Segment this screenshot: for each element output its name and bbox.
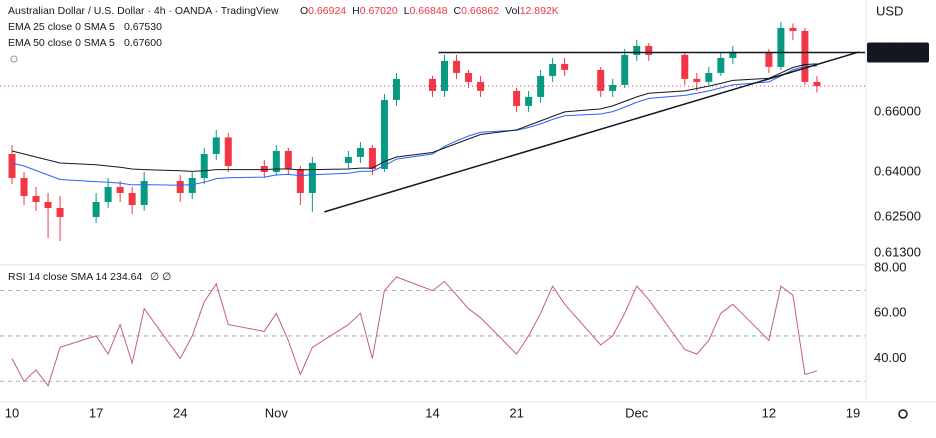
candle-body [224,137,232,166]
x-tick-label: 21 [509,405,523,420]
candle-body [477,81,485,91]
ohlc-name: O [300,5,308,17]
candle-body [380,99,388,169]
candle-body [513,90,521,106]
x-tick-label: 14 [425,405,439,420]
candle-body [705,72,713,82]
candle-body [296,168,304,193]
candle-body [104,186,112,202]
rsi-tick-label: 40.00 [874,350,907,365]
candle-body [537,75,545,97]
y-tick-label: 0.61300 [874,244,921,259]
candle-body [212,137,220,154]
candle-body [429,78,436,91]
x-tick-label: 17 [89,405,103,420]
candle-body [729,51,737,58]
candle-body [8,153,16,178]
ohlc-name: L [404,5,410,17]
ohlc-legend: O0.66924 H0.67020 L0.66848 C0.66862 Vol12.89… [300,5,559,17]
rsi-tick-label: 60.00 [874,305,907,320]
candle-body [633,45,641,55]
legend-value: 0.67600 [124,37,162,49]
candle-body [176,180,184,193]
candle-body [681,54,689,79]
candle-body [272,150,280,172]
ohlc-name: H [352,5,360,17]
candle-body [621,54,629,85]
candle-body [561,63,569,70]
legend-name: EMA 25 close 0 SMA 5 [8,21,115,33]
resistance-label-box [867,42,929,63]
candle-body [284,150,292,169]
candle-body [693,78,701,82]
candle-body [765,51,773,67]
legend-value: 0.67530 [124,21,162,33]
candle-body [789,27,797,31]
candle-body [116,186,124,193]
x-tick-label: 19 [846,405,860,420]
y-tick-label: 0.66000 [874,103,921,118]
candle-body [368,147,376,169]
y-tick-label: 0.62500 [874,208,921,223]
x-tick-label: 10 [5,405,19,420]
candle-body [308,162,316,193]
rsi-extra: ∅ ∅ [150,271,171,283]
ohlc-value: 0.66924 [308,5,346,17]
candle-body [32,195,40,202]
rsi-tick-label: 80.00 [874,259,907,274]
y-tick-label: 0.64000 [874,163,921,178]
candle-body [356,147,364,157]
resistance-label: 0.67980 [875,44,922,59]
series-line [11,63,817,172]
candle-body [813,81,821,87]
candle-body [549,63,557,76]
candle-body [200,153,208,178]
candle-body [20,177,28,196]
rsi-legend: RSI 14 close SMA 14 2 [8,271,116,283]
candle-body [441,60,449,91]
currency-label: USD [876,3,903,18]
candle-body [717,57,725,73]
candle-body [140,180,148,205]
series-line [11,276,818,387]
candle-body [44,201,52,208]
legend-toggle[interactable] [10,55,18,63]
candle-body [801,30,809,82]
rsi-value: 34.64 [116,271,142,283]
candle-body [188,177,196,193]
ohlc-value: 12.892K [520,5,559,17]
x-tick-label: Nov [265,405,289,420]
ohlc-name: Vol [505,5,520,17]
ohlc-value: 0.66848 [410,5,448,17]
candle-body [392,78,400,100]
candle-body [609,84,617,91]
x-tick-label: 12 [762,405,776,420]
candle-body [260,165,268,172]
legend-name: EMA 50 close 0 SMA 5 [8,37,115,49]
candle-body [777,27,785,67]
ohlc-name: C [454,5,462,17]
trendline [324,51,860,213]
candle-body [92,201,100,217]
candle-body [597,69,605,91]
candle-body [645,45,653,55]
symbol-title: Australian Dollar / U.S. Dollar · 4h · O… [8,5,279,17]
candle-body [453,60,461,73]
ohlc-value: 0.67020 [360,5,398,17]
candle-body [56,207,64,217]
candle-body [128,192,136,205]
candle-body [465,72,473,82]
series-line [11,65,817,186]
x-tick-label: 24 [173,405,187,420]
candle-body [344,156,352,163]
ohlc-value: 0.66862 [461,5,499,17]
x-tick-label: Dec [625,405,649,420]
settings-icon[interactable] [898,409,908,419]
candle-body [525,96,533,106]
